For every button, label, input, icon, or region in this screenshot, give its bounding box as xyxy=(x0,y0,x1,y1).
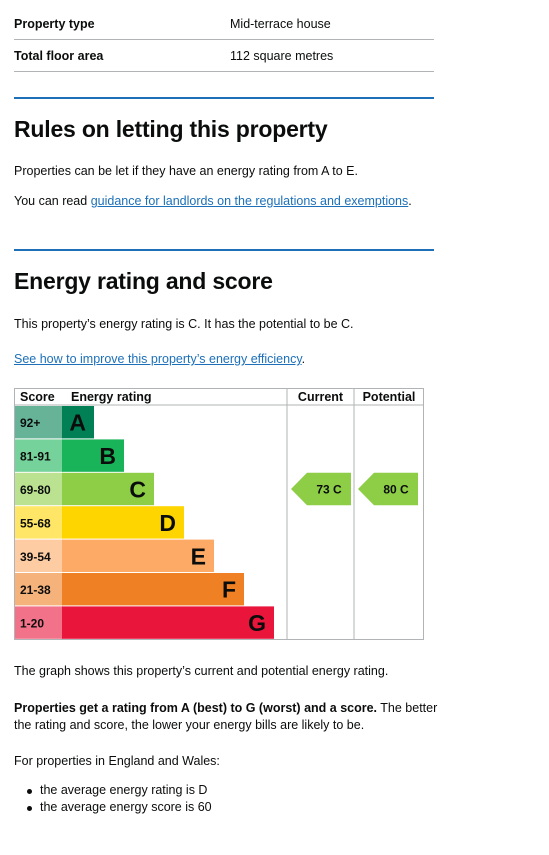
summary-row-property-type: Property type Mid-terrace house xyxy=(14,0,434,40)
improve-suffix: . xyxy=(301,352,306,366)
summary-row-floor-area: Total floor area 112 square metres xyxy=(14,40,434,72)
potential-rating-label: 80 C xyxy=(383,483,409,497)
band-letter-g: G xyxy=(248,610,266,636)
guidance-suffix: . xyxy=(408,194,412,208)
band-score-label-b: 81-91 xyxy=(20,450,51,464)
header-current: Current xyxy=(298,390,344,404)
band-bar-f xyxy=(62,573,244,606)
header-potential: Potential xyxy=(363,390,416,404)
letting-paragraph: Properties can be let if they have an en… xyxy=(14,164,358,178)
band-letter-b: B xyxy=(99,443,116,469)
header-score: Score xyxy=(20,390,55,404)
band-bar-g xyxy=(62,606,274,639)
band-score-cell-e xyxy=(15,539,63,572)
letting-heading: Rules on letting this property xyxy=(14,116,328,142)
average-rating-item: the average energy rating is D xyxy=(26,783,212,800)
guidance-link[interactable]: guidance for landlords on the regulation… xyxy=(90,194,409,208)
average-list: the average energy rating is D the avera… xyxy=(26,783,212,817)
band-bar-c xyxy=(62,472,154,506)
current-rating-arrow xyxy=(291,472,351,506)
band-letter-d: D xyxy=(159,510,176,536)
band-score-label-e: 39-54 xyxy=(20,550,51,564)
chart-frame xyxy=(14,388,424,640)
rating-explainer-line2: the rating and score, the lower your ene… xyxy=(14,718,365,732)
band-score-cell-c xyxy=(15,472,63,506)
letting-guidance-paragraph: You can read guidance for landlords on t… xyxy=(14,194,412,208)
energy-rating-chart: Score Energy rating Current Potential 92+ A 81… xyxy=(14,388,424,640)
band-letter-f: F xyxy=(222,577,236,603)
band-bar-a xyxy=(62,406,94,439)
band-bar-b xyxy=(62,439,124,472)
band-score-label-f: 21-38 xyxy=(20,583,51,597)
band-letter-e: E xyxy=(191,543,206,569)
header-energy-rating: Energy rating xyxy=(71,390,152,404)
section-divider xyxy=(14,97,434,99)
average-score-item: the average energy score is 60 xyxy=(26,800,212,817)
improve-efficiency-link[interactable]: See how to improve this property’s energ… xyxy=(14,352,302,366)
band-score-label-c: 69-80 xyxy=(20,483,51,497)
rating-explainer-line1: Properties get a rating from A (best) to… xyxy=(14,701,437,715)
summary-key: Total floor area xyxy=(14,48,104,63)
graph-note: The graph shows this property’s current … xyxy=(14,664,389,678)
rating-explainer-rest: The better xyxy=(377,701,438,715)
band-score-label-d: 55-68 xyxy=(20,516,51,530)
summary-value: Mid-terrace house xyxy=(230,17,331,31)
energy-heading: Energy rating and score xyxy=(14,268,273,294)
band-score-label-g: 1-20 xyxy=(20,617,44,631)
band-bar-e xyxy=(62,539,214,572)
current-rating-label: 73 C xyxy=(316,483,342,497)
band-bar-d xyxy=(62,506,184,539)
band-score-cell-a xyxy=(15,406,63,439)
band-score-cell-g xyxy=(15,606,63,639)
band-letter-c: C xyxy=(129,477,146,503)
guidance-prefix: You can read xyxy=(14,194,91,208)
summary-value: 112 square metres xyxy=(230,48,334,63)
improve-paragraph: See how to improve this property’s energ… xyxy=(14,352,305,366)
section-divider xyxy=(14,249,434,251)
rating-explainer-bold: Properties get a rating from A (best) to… xyxy=(14,701,378,715)
england-wales-text: For properties in England and Wales: xyxy=(14,754,220,768)
band-letter-a: A xyxy=(69,410,86,436)
summary-list: Property type Mid-terrace house Total fl… xyxy=(14,0,434,72)
summary-key: Property type xyxy=(14,17,95,31)
band-score-cell-b xyxy=(15,439,63,472)
potential-rating-arrow xyxy=(358,472,418,506)
band-score-label-a: 92+ xyxy=(20,416,40,430)
band-score-cell-d xyxy=(15,506,63,539)
band-score-cell-f xyxy=(15,573,63,606)
energy-rating-paragraph: This property’s energy rating is C. It h… xyxy=(14,317,354,331)
